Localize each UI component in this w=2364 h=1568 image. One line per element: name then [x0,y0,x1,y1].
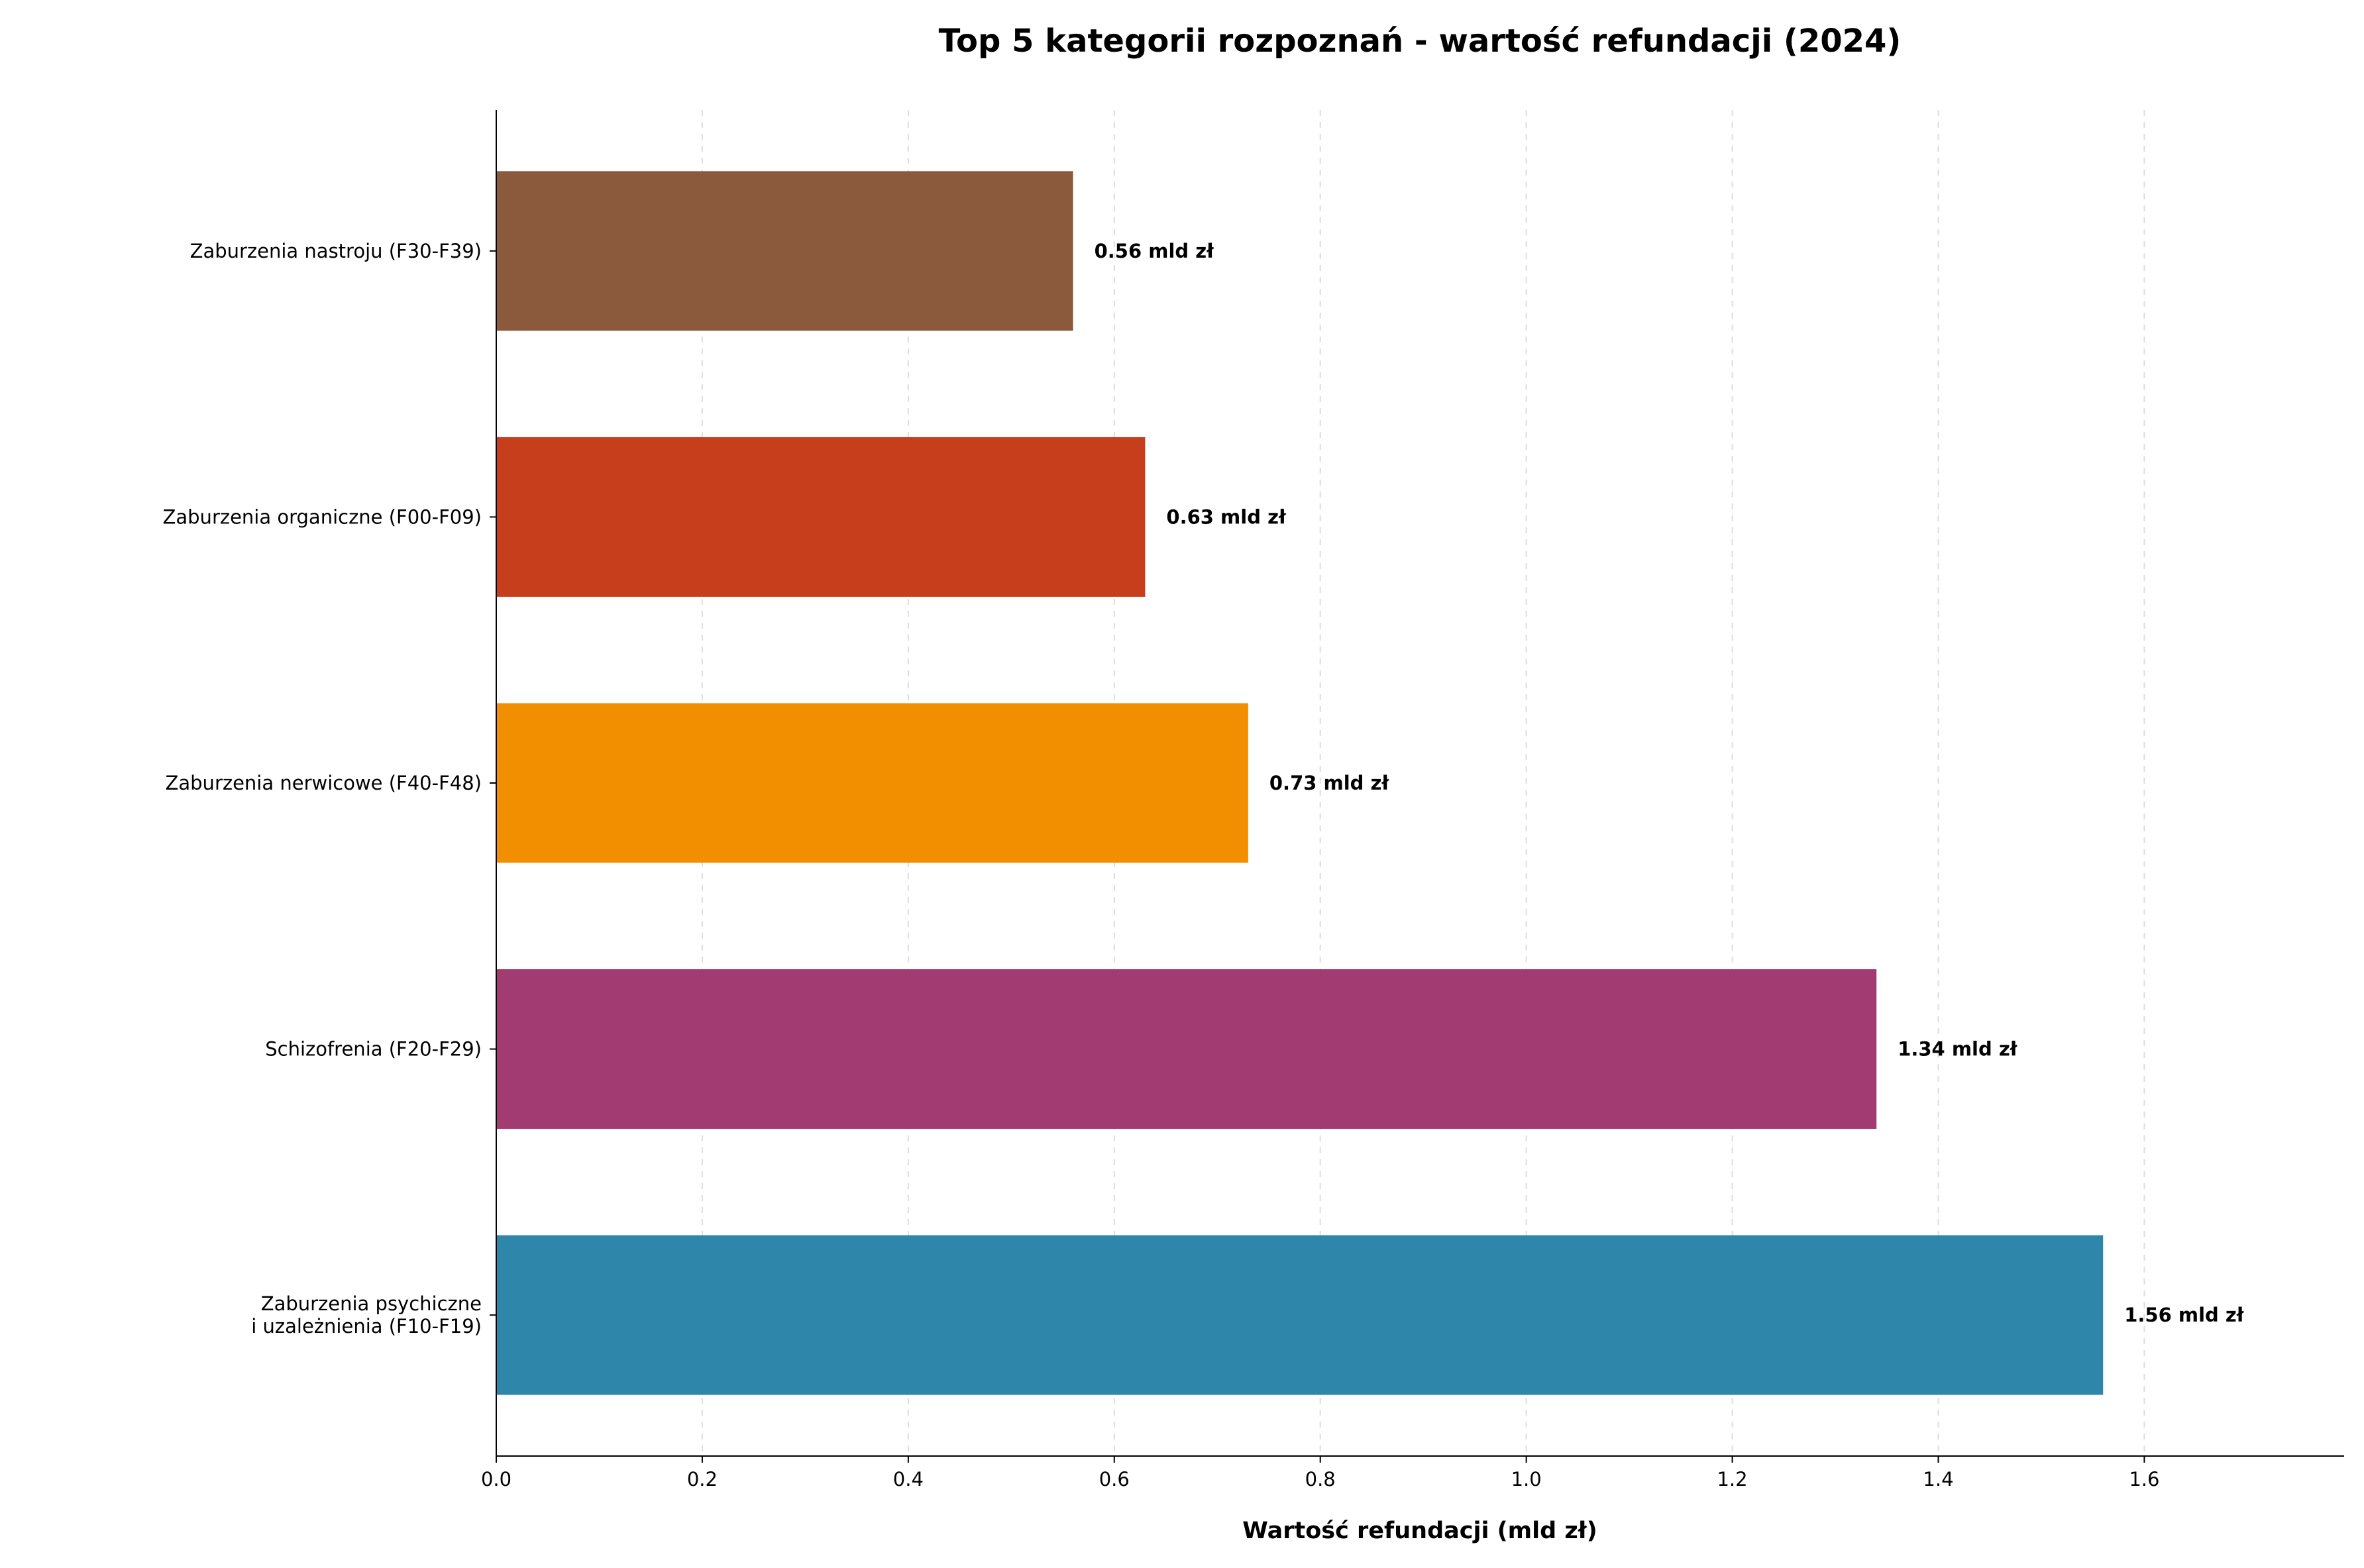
x-tick-label: 1.0 [1511,1468,1542,1490]
x-tick-label: 1.6 [2129,1468,2159,1490]
value-label: 0.56 mld zł [1095,240,1215,262]
bar [496,703,1248,863]
y-tick-label-line: Zaburzenia organiczne (F00-F09) [163,505,482,528]
y-tick-label-line: Zaburzenia nerwicowe (F40-F48) [166,772,482,794]
x-tick-label: 0.4 [893,1468,924,1490]
x-tick-label: 0.6 [1099,1468,1130,1490]
x-tick-label: 0.2 [687,1468,718,1490]
x-axis-label: Wartość refundacji (mld zł) [1242,1518,1597,1544]
chart-title: Top 5 kategorii rozpoznań - wartość refu… [939,23,1902,60]
bar [496,171,1073,331]
value-label: 1.34 mld zł [1898,1038,2018,1061]
x-tick-label: 0.0 [481,1468,511,1490]
x-tick-label: 1.4 [1923,1468,1953,1490]
x-tick-label: 0.8 [1305,1468,1336,1490]
value-label: 1.56 mld zł [2124,1304,2245,1326]
y-tick-label: Zaburzenia nerwicowe (F40-F48) [166,772,482,794]
y-tick-label: Zaburzenia organiczne (F00-F09) [163,505,482,528]
y-tick-label-line: Zaburzenia nastroju (F30-F39) [190,240,482,262]
value-label: 0.73 mld zł [1269,772,1390,794]
y-tick-label: Zaburzenia psychiczne i uzależnienia (F10… [251,1292,482,1337]
y-tick-label: Zaburzenia nastroju (F30-F39) [190,240,482,262]
value-label: 0.63 mld zł [1166,505,1287,528]
y-tick-label: Schizofrenia (F20-F29) [265,1038,482,1061]
x-tick-label: 1.2 [1717,1468,1747,1490]
bar [496,1235,2104,1395]
y-tick-label-line: Schizofrenia (F20-F29) [265,1038,482,1061]
bar [496,969,1877,1129]
y-tick-label-line: i uzależnienia (F10-F19) [251,1315,482,1337]
bar [496,437,1146,597]
y-tick-label-line: Zaburzenia psychiczne [261,1292,482,1315]
